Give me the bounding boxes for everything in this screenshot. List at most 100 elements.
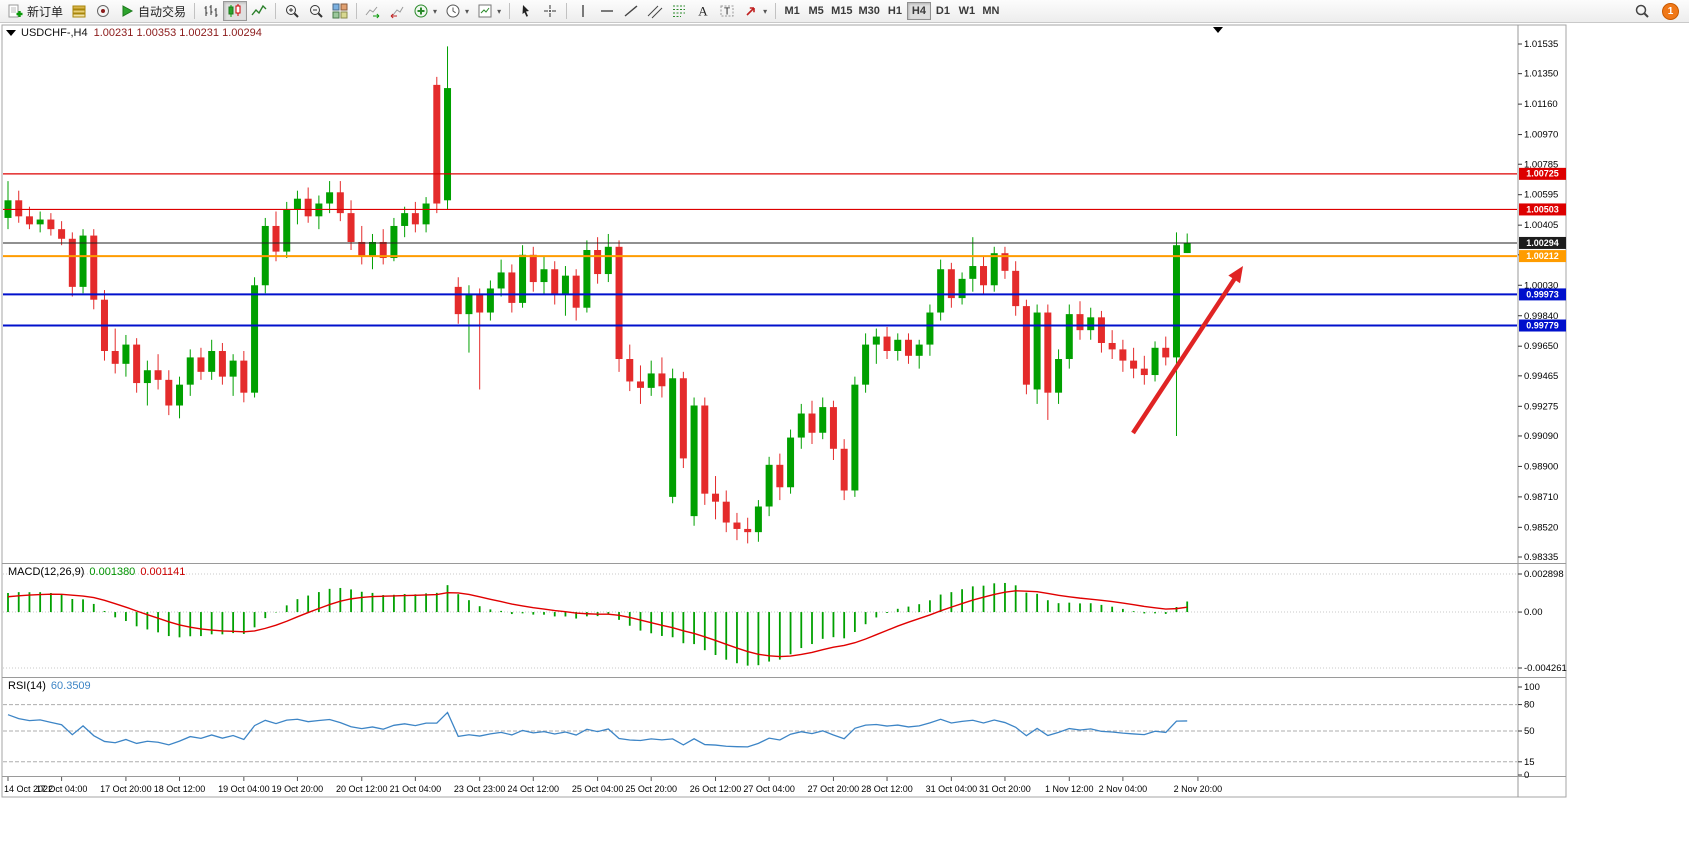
svg-text:0.98900: 0.98900 — [1524, 461, 1558, 472]
timeframe-h1[interactable]: H1 — [883, 2, 907, 20]
profiles-button[interactable] — [67, 1, 91, 21]
chart-background — [1, 24, 1567, 798]
svg-text:19 Oct 20:00: 19 Oct 20:00 — [272, 784, 324, 794]
vline-icon — [575, 3, 591, 19]
support-line-1-tag — [1519, 288, 1566, 301]
svg-text:28 Oct 12:00: 28 Oct 12:00 — [861, 784, 913, 794]
support-line-2-tag — [1519, 319, 1566, 332]
vertical-line-button[interactable] — [571, 1, 595, 21]
svg-text:1.00405: 1.00405 — [1524, 220, 1558, 231]
autoscroll-icon — [365, 3, 381, 19]
timeframe-h4[interactable]: H4 — [906, 2, 931, 20]
svg-text:21 Oct 04:00: 21 Oct 04:00 — [390, 784, 442, 794]
timeframe-w1[interactable]: W1 — [955, 2, 979, 20]
label-button[interactable]: T — [715, 1, 739, 21]
chart-symbol-period: USDCHF-,H4 — [21, 27, 88, 39]
svg-text:1.00595: 1.00595 — [1524, 190, 1558, 201]
marketwatch-icon — [95, 3, 111, 19]
svg-text:2 Nov 04:00: 2 Nov 04:00 — [1099, 784, 1148, 794]
periods-icon — [445, 3, 461, 19]
timeframe-m1[interactable]: M1 — [780, 2, 804, 20]
text-button[interactable]: A — [691, 1, 715, 21]
toolbar-separator — [194, 3, 196, 19]
crosshair-button[interactable] — [538, 1, 562, 21]
line-chart-button[interactable] — [247, 1, 271, 21]
tile-windows-button[interactable] — [328, 1, 352, 21]
rsi-line — [7, 711, 1188, 748]
price-axis[interactable]: 1.01535 1.01350 1.01160 1.00970 1.00785 1.005… — [1518, 39, 1558, 563]
bar-chart-button[interactable] — [199, 1, 223, 21]
svg-text:0.99973: 0.99973 — [1526, 289, 1559, 299]
macd-signal-value: 0.001141 — [140, 566, 186, 578]
svg-text:1.01160: 1.01160 — [1524, 99, 1558, 110]
search-button[interactable] — [1630, 1, 1654, 21]
zoom-in-button[interactable] — [280, 1, 304, 21]
timeframe-m5[interactable]: M5 — [804, 2, 828, 20]
bars-icon — [203, 3, 219, 19]
zoom-out-button[interactable] — [304, 1, 328, 21]
chart-title: USDCHF-,H4 1.00231 1.00353 1.00231 1.0029… — [6, 27, 262, 39]
svg-text:T: T — [724, 7, 730, 18]
new-order-button-label: 新订单 — [27, 4, 64, 19]
svg-text:1.01350: 1.01350 — [1524, 69, 1558, 80]
svg-text:23 Oct 23:00: 23 Oct 23:00 — [454, 784, 506, 794]
linechart-icon — [251, 3, 267, 19]
macd-panel[interactable]: 0.002898 0.00 -0.004261 — [3, 569, 1567, 674]
timeframe-m30[interactable]: M30 — [856, 2, 883, 20]
hline-objects[interactable]: 1.00725 1.00503 1.00212 0.99973 0.99779 1.002… — [3, 167, 1566, 332]
trendline-icon — [623, 3, 639, 19]
timeframe-mn[interactable]: MN — [979, 2, 1003, 20]
auto-scroll-button[interactable] — [361, 1, 385, 21]
svg-text:0.99840: 0.99840 — [1524, 311, 1558, 322]
fibonacci-button[interactable] — [667, 1, 691, 21]
indicators-button[interactable]: ▾ — [409, 1, 441, 21]
svg-text:25 Oct 20:00: 25 Oct 20:00 — [625, 784, 677, 794]
chevron-down-icon[interactable]: ▾ — [497, 6, 502, 16]
templates-button[interactable]: ▾ — [473, 1, 505, 21]
svg-text:0.98520: 0.98520 — [1524, 522, 1558, 533]
svg-text:17 Oct 20:00: 17 Oct 20:00 — [100, 784, 152, 794]
market-watch-button[interactable] — [91, 1, 115, 21]
channel-icon — [647, 3, 663, 19]
rsi-value: 60.3509 — [50, 680, 91, 692]
tile-icon — [332, 3, 348, 19]
chart-shift-button[interactable] — [385, 1, 409, 21]
timeframe-d1[interactable]: D1 — [931, 2, 955, 20]
svg-text:1.00212: 1.00212 — [1526, 251, 1559, 261]
channel-button[interactable] — [643, 1, 667, 21]
rsi-indicator-label: RSI(14) 60.3509 — [8, 680, 91, 692]
new-order-button[interactable]: 新订单 — [4, 1, 67, 21]
toolbar-separator — [275, 3, 277, 19]
autotrading-button[interactable]: 自动交易 — [115, 1, 190, 21]
periods-button[interactable]: ▾ — [441, 1, 473, 21]
arrows-button[interactable]: ▾ — [739, 1, 771, 21]
svg-text:1.00970: 1.00970 — [1524, 130, 1558, 141]
chevron-down-icon[interactable]: ▾ — [433, 6, 438, 16]
chevron-down-icon[interactable]: ▾ — [763, 6, 768, 16]
resistance-line-2-tag — [1519, 203, 1566, 216]
rsi-panel[interactable]: 100 80 50 15 0 — [3, 682, 1540, 781]
crosshair-icon — [542, 3, 558, 19]
cursor-button[interactable] — [514, 1, 538, 21]
horizontal-line-button[interactable] — [595, 1, 619, 21]
svg-text:1.00030: 1.00030 — [1524, 280, 1558, 291]
chevron-down-icon[interactable]: ▾ — [465, 6, 470, 16]
one-click-trading-icon[interactable] — [6, 30, 16, 37]
svg-text:0.98335: 0.98335 — [1524, 552, 1558, 563]
svg-text:27 Oct 20:00: 27 Oct 20:00 — [808, 784, 860, 794]
svg-text:100: 100 — [1524, 682, 1540, 693]
trendline-button[interactable] — [619, 1, 643, 21]
trend-arrow[interactable] — [1131, 266, 1243, 435]
notification-badge[interactable]: 1 — [1662, 2, 1679, 20]
svg-text:20 Oct 12:00: 20 Oct 12:00 — [336, 784, 388, 794]
search-icon — [1634, 3, 1650, 19]
candlestick-chart-button[interactable] — [223, 1, 248, 21]
autotrading-icon — [119, 3, 135, 19]
svg-text:0.99650: 0.99650 — [1524, 341, 1558, 352]
zoomin-icon — [284, 3, 300, 19]
chartshift-icon — [389, 3, 405, 19]
timeframe-m15[interactable]: M15 — [828, 2, 855, 20]
labelt-icon: T — [719, 3, 735, 19]
